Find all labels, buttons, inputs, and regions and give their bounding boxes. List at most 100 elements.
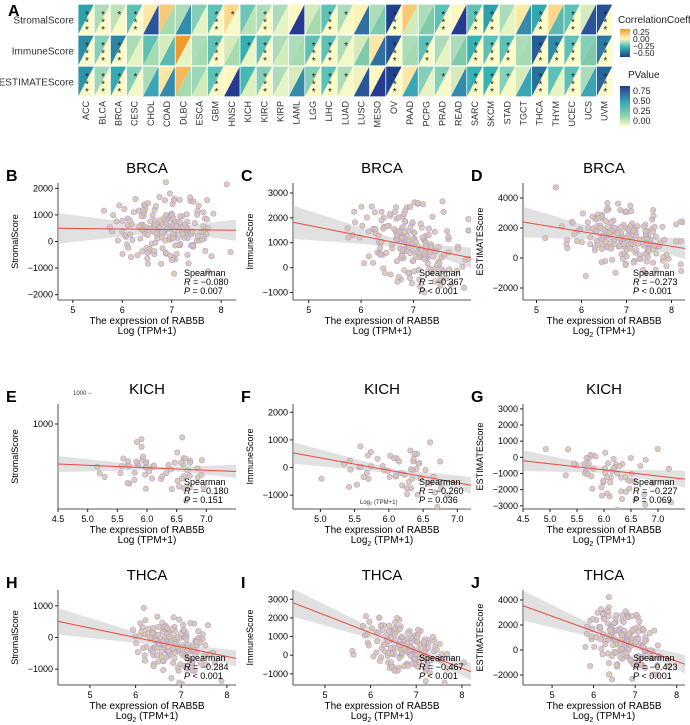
scatter-point xyxy=(374,638,381,645)
scatter-point xyxy=(660,254,667,261)
scatter-point xyxy=(418,645,425,652)
heatmap-pvalue-cell xyxy=(142,66,159,97)
stats-r-value: = −0.423 xyxy=(640,662,678,672)
heatmap-coeff-cell xyxy=(369,66,386,97)
heatmap-pvalue-cell xyxy=(547,66,564,97)
significance-star: * xyxy=(490,87,494,98)
significance-star: * xyxy=(474,17,478,28)
y-tick-label: 1000 xyxy=(268,238,288,248)
scatter-point xyxy=(162,197,169,204)
scatter-point xyxy=(101,207,108,214)
heatmap-coeff-cell xyxy=(288,4,305,35)
heatmap-pvalue-cell xyxy=(466,4,483,35)
scatter-point xyxy=(422,678,429,685)
heatmap-pvalue-cell xyxy=(450,66,467,97)
heatmap-pvalue-cell xyxy=(402,66,419,97)
y-tick-label: 1000 xyxy=(33,210,53,220)
heatmap-pvalue-cell xyxy=(321,35,338,66)
scatter-point xyxy=(654,642,661,649)
significance-star: * xyxy=(539,17,543,28)
scatter-point xyxy=(401,210,408,217)
heatmap-column-label: UCS xyxy=(583,101,593,120)
scatter-point xyxy=(581,460,588,467)
stats-p-label: P xyxy=(633,286,639,296)
scatter-point xyxy=(186,459,193,466)
scatter-point xyxy=(587,234,594,241)
scatter-point xyxy=(629,626,636,633)
significance-star: * xyxy=(539,56,543,67)
scatter-point xyxy=(598,645,605,652)
scatter-point xyxy=(200,209,207,216)
scatter-point xyxy=(588,473,595,480)
significance-star: * xyxy=(555,48,559,59)
scatter-point xyxy=(613,662,620,669)
scatter-point xyxy=(173,250,180,257)
scatter-point xyxy=(149,212,156,219)
scatter-point xyxy=(391,625,398,632)
scatter-point xyxy=(183,664,190,671)
scatter-point xyxy=(440,208,447,215)
scatter-panel-h: H THCA 5 6 7 8 1000 0 −1000 StromalScore The expre… xyxy=(6,567,236,724)
significance-star: * xyxy=(101,41,105,52)
heatmap-pvalue-cell xyxy=(223,35,240,66)
y-tick-label: −1000 xyxy=(263,288,288,298)
significance-star: * xyxy=(263,48,267,59)
scatter-panel-b: B BRCA 5 6 7 8 2000 1000 0 −1000 −2000 StromalScore… xyxy=(6,160,236,337)
significance-star: * xyxy=(603,17,607,28)
points-layer xyxy=(523,184,685,279)
scatter-point xyxy=(410,257,417,264)
scatter-point xyxy=(608,219,615,226)
heatmap-pvalue-cell xyxy=(288,35,305,66)
heatmap-pvalue-cell xyxy=(126,4,143,35)
scatter-point xyxy=(121,206,128,213)
scatter-point xyxy=(444,650,451,657)
heatmap-column-label: KICH xyxy=(243,101,253,123)
scatter-point xyxy=(378,217,385,224)
heatmap-row-label: ImmuneScore xyxy=(12,47,75,58)
scatter-point xyxy=(618,495,625,502)
scatter-point xyxy=(204,268,211,275)
scatter-point xyxy=(399,246,406,253)
x-axis-label: The expression of RAB5B xyxy=(324,701,439,712)
scatter-point xyxy=(411,229,418,236)
scatter-point xyxy=(140,453,147,460)
scatter-point xyxy=(542,445,549,452)
heatmap-pvalue-cell xyxy=(547,35,564,66)
significance-star: * xyxy=(490,10,494,21)
significance-star: * xyxy=(490,79,494,90)
heatmap-coeff-cell xyxy=(337,35,354,66)
scatter-point xyxy=(613,612,620,619)
significance-star: * xyxy=(344,41,348,52)
x-axis-unit-label: Log (TPM+1) xyxy=(353,326,412,337)
scatter-point xyxy=(193,638,200,645)
scatter-point xyxy=(401,228,408,235)
y-tick-label: 2000 xyxy=(33,183,53,193)
scatter-point xyxy=(589,485,596,492)
heatmap-coeff-cell xyxy=(547,4,564,35)
x-unit-log: Log xyxy=(118,326,135,337)
y-axis-label: ESTIMATEScore xyxy=(475,604,485,672)
scatter-point xyxy=(421,256,428,263)
scatter-point xyxy=(172,242,179,249)
x-unit-log: Log xyxy=(573,535,590,546)
stats-r-value: = −0.180 xyxy=(191,486,229,496)
x-tick-label: 5.5 xyxy=(571,514,584,524)
x-tick-label: 5.0 xyxy=(314,514,327,524)
scatter-point xyxy=(650,207,657,214)
heatmap-pvalue-cell xyxy=(126,66,143,97)
heatmap-pvalue-cell xyxy=(434,35,451,66)
scatter-point xyxy=(133,640,140,647)
scatter-point xyxy=(609,256,616,263)
significance-star: * xyxy=(474,87,478,98)
coeff-tick-label: 0.25 xyxy=(633,27,650,37)
x-axis-label: The expression of RAB5B xyxy=(89,316,204,327)
scatter-point xyxy=(376,657,383,664)
scatter-point xyxy=(633,495,640,502)
heatmap-pvalue-cell xyxy=(175,35,192,66)
scatter-point xyxy=(597,623,604,630)
x-tick-label: 4.5 xyxy=(517,514,530,524)
significance-star: * xyxy=(393,17,397,28)
scatter-point xyxy=(627,202,634,209)
scatter-point xyxy=(110,212,117,219)
scatter-point xyxy=(182,221,189,228)
